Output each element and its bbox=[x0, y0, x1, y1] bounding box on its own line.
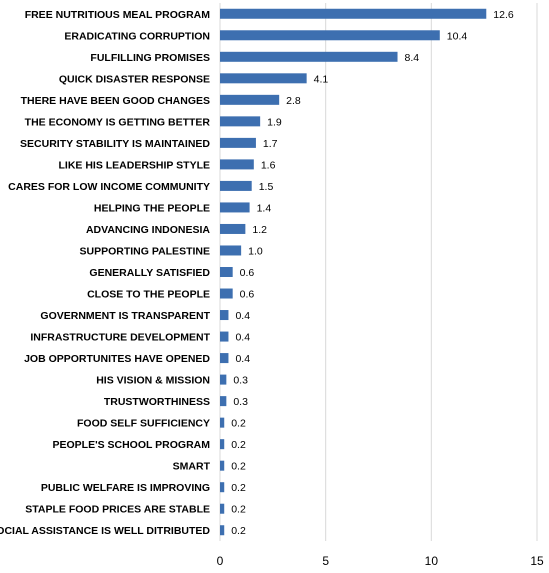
bar-16 bbox=[220, 353, 229, 364]
category-label-5: THE ECONOMY IS GETTING BETTER bbox=[25, 116, 211, 128]
category-label-12: GENERALLY SATISFIED bbox=[89, 267, 210, 279]
value-label-19: 0.2 bbox=[231, 418, 246, 430]
value-label-3: 4.1 bbox=[314, 73, 329, 85]
value-label-0: 12.6 bbox=[493, 9, 514, 21]
bar-17 bbox=[220, 374, 227, 385]
value-label-4: 2.8 bbox=[286, 95, 301, 107]
value-label-22: 0.2 bbox=[231, 482, 246, 494]
category-label-8: CARES FOR LOW INCOME COMMUNITY bbox=[8, 181, 210, 193]
bar-8 bbox=[220, 180, 252, 191]
bar-3 bbox=[220, 73, 307, 84]
value-label-7: 1.6 bbox=[261, 159, 276, 171]
bar-11 bbox=[220, 245, 242, 256]
category-label-9: HELPING THE PEOPLE bbox=[94, 202, 210, 214]
category-label-7: LIKE HIS LEADERSHIP STYLE bbox=[59, 159, 211, 171]
value-label-6: 1.7 bbox=[263, 138, 278, 150]
value-label-5: 1.9 bbox=[267, 116, 282, 128]
value-label-21: 0.2 bbox=[231, 461, 246, 473]
x-tick-label-3: 15 bbox=[530, 554, 544, 568]
value-label-14: 0.4 bbox=[235, 310, 250, 322]
value-label-12: 0.6 bbox=[240, 267, 255, 279]
bar-5 bbox=[220, 116, 261, 127]
category-label-10: ADVANCING INDONESIA bbox=[86, 224, 210, 236]
bar-15 bbox=[220, 331, 229, 342]
bar-18 bbox=[220, 396, 227, 407]
category-label-3: QUICK DISASTER RESPONSE bbox=[59, 73, 210, 85]
bar-24 bbox=[220, 525, 225, 536]
category-label-21: SMART bbox=[173, 461, 211, 473]
category-label-16: JOB OPPORTUNITES HAVE OPENED bbox=[24, 353, 210, 365]
category-label-23: STAPLE FOOD PRICES ARE STABLE bbox=[25, 504, 210, 516]
category-label-22: PUBLIC WELFARE IS IMPROVING bbox=[41, 482, 210, 494]
bar-0 bbox=[220, 8, 487, 19]
category-label-19: FOOD SELF SUFFICIENCY bbox=[77, 418, 210, 430]
bar-23 bbox=[220, 503, 225, 514]
value-label-1: 10.4 bbox=[447, 30, 468, 42]
value-labels: 12.6 10.4 8.4 4.1 2.8 1.9 1.7 1.6 1.5 1.4 1.2 1.0 0.… bbox=[231, 9, 514, 537]
bar-9 bbox=[220, 202, 250, 213]
bar-1 bbox=[220, 30, 440, 41]
bar-10 bbox=[220, 223, 246, 234]
x-tick-label-2: 10 bbox=[425, 554, 439, 568]
value-label-11: 1.0 bbox=[248, 245, 263, 257]
bar-20 bbox=[220, 439, 225, 450]
bar-22 bbox=[220, 482, 225, 493]
x-axis-ticks: 0 5 10 15 bbox=[217, 554, 544, 568]
category-label-15: INFRASTRUCTURE DEVELOPMENT bbox=[30, 332, 210, 344]
value-label-15: 0.4 bbox=[235, 332, 250, 344]
bar-12 bbox=[220, 267, 233, 277]
category-label-0: FREE NUTRITIOUS MEAL PROGRAM bbox=[25, 9, 211, 21]
category-label-6: SECURITY STABILITY IS MAINTAINED bbox=[20, 138, 210, 150]
bar-14 bbox=[220, 310, 229, 321]
category-label-18: TRUSTWORTHINESS bbox=[104, 396, 210, 408]
x-tick-label-0: 0 bbox=[217, 554, 224, 568]
value-label-18: 0.3 bbox=[233, 396, 248, 408]
bar-19 bbox=[220, 417, 225, 428]
value-label-20: 0.2 bbox=[231, 439, 246, 451]
bar-7 bbox=[220, 159, 254, 170]
bars bbox=[220, 8, 487, 536]
category-label-4: THERE HAVE BEEN GOOD CHANGES bbox=[21, 95, 210, 107]
x-tick-label-1: 5 bbox=[322, 554, 329, 568]
value-label-10: 1.2 bbox=[252, 224, 267, 236]
grid-lines bbox=[219, 3, 538, 541]
category-label-13: CLOSE TO THE PEOPLE bbox=[87, 289, 210, 301]
value-label-16: 0.4 bbox=[235, 353, 250, 365]
category-label-20: PEOPLE'S SCHOOL PROGRAM bbox=[53, 439, 211, 451]
category-label-14: GOVERNMENT IS TRANSPARENT bbox=[40, 310, 210, 322]
category-label-1: ERADICATING CORRUPTION bbox=[64, 30, 210, 42]
category-label-24: SOCIAL ASSISTANCE IS WELL DITRIBUTED bbox=[0, 525, 210, 537]
category-label-2: FULFILLING PROMISES bbox=[90, 52, 210, 64]
bar-6 bbox=[220, 137, 256, 148]
value-label-2: 8.4 bbox=[405, 52, 420, 64]
category-labels: FREE NUTRITIOUS MEAL PROGRAM ERADICATING … bbox=[0, 9, 211, 537]
category-label-11: SUPPORTING PALESTINE bbox=[80, 245, 211, 257]
value-label-23: 0.2 bbox=[231, 504, 246, 516]
value-label-13: 0.6 bbox=[240, 289, 255, 301]
bar-13 bbox=[220, 288, 233, 299]
category-label-17: HIS VISION & MISSION bbox=[96, 375, 210, 387]
bar-2 bbox=[220, 51, 398, 62]
value-label-24: 0.2 bbox=[231, 525, 246, 537]
bar-21 bbox=[220, 460, 225, 471]
value-label-9: 1.4 bbox=[257, 202, 272, 214]
value-label-8: 1.5 bbox=[259, 181, 274, 193]
value-label-17: 0.3 bbox=[233, 375, 248, 387]
bar-4 bbox=[220, 94, 280, 105]
